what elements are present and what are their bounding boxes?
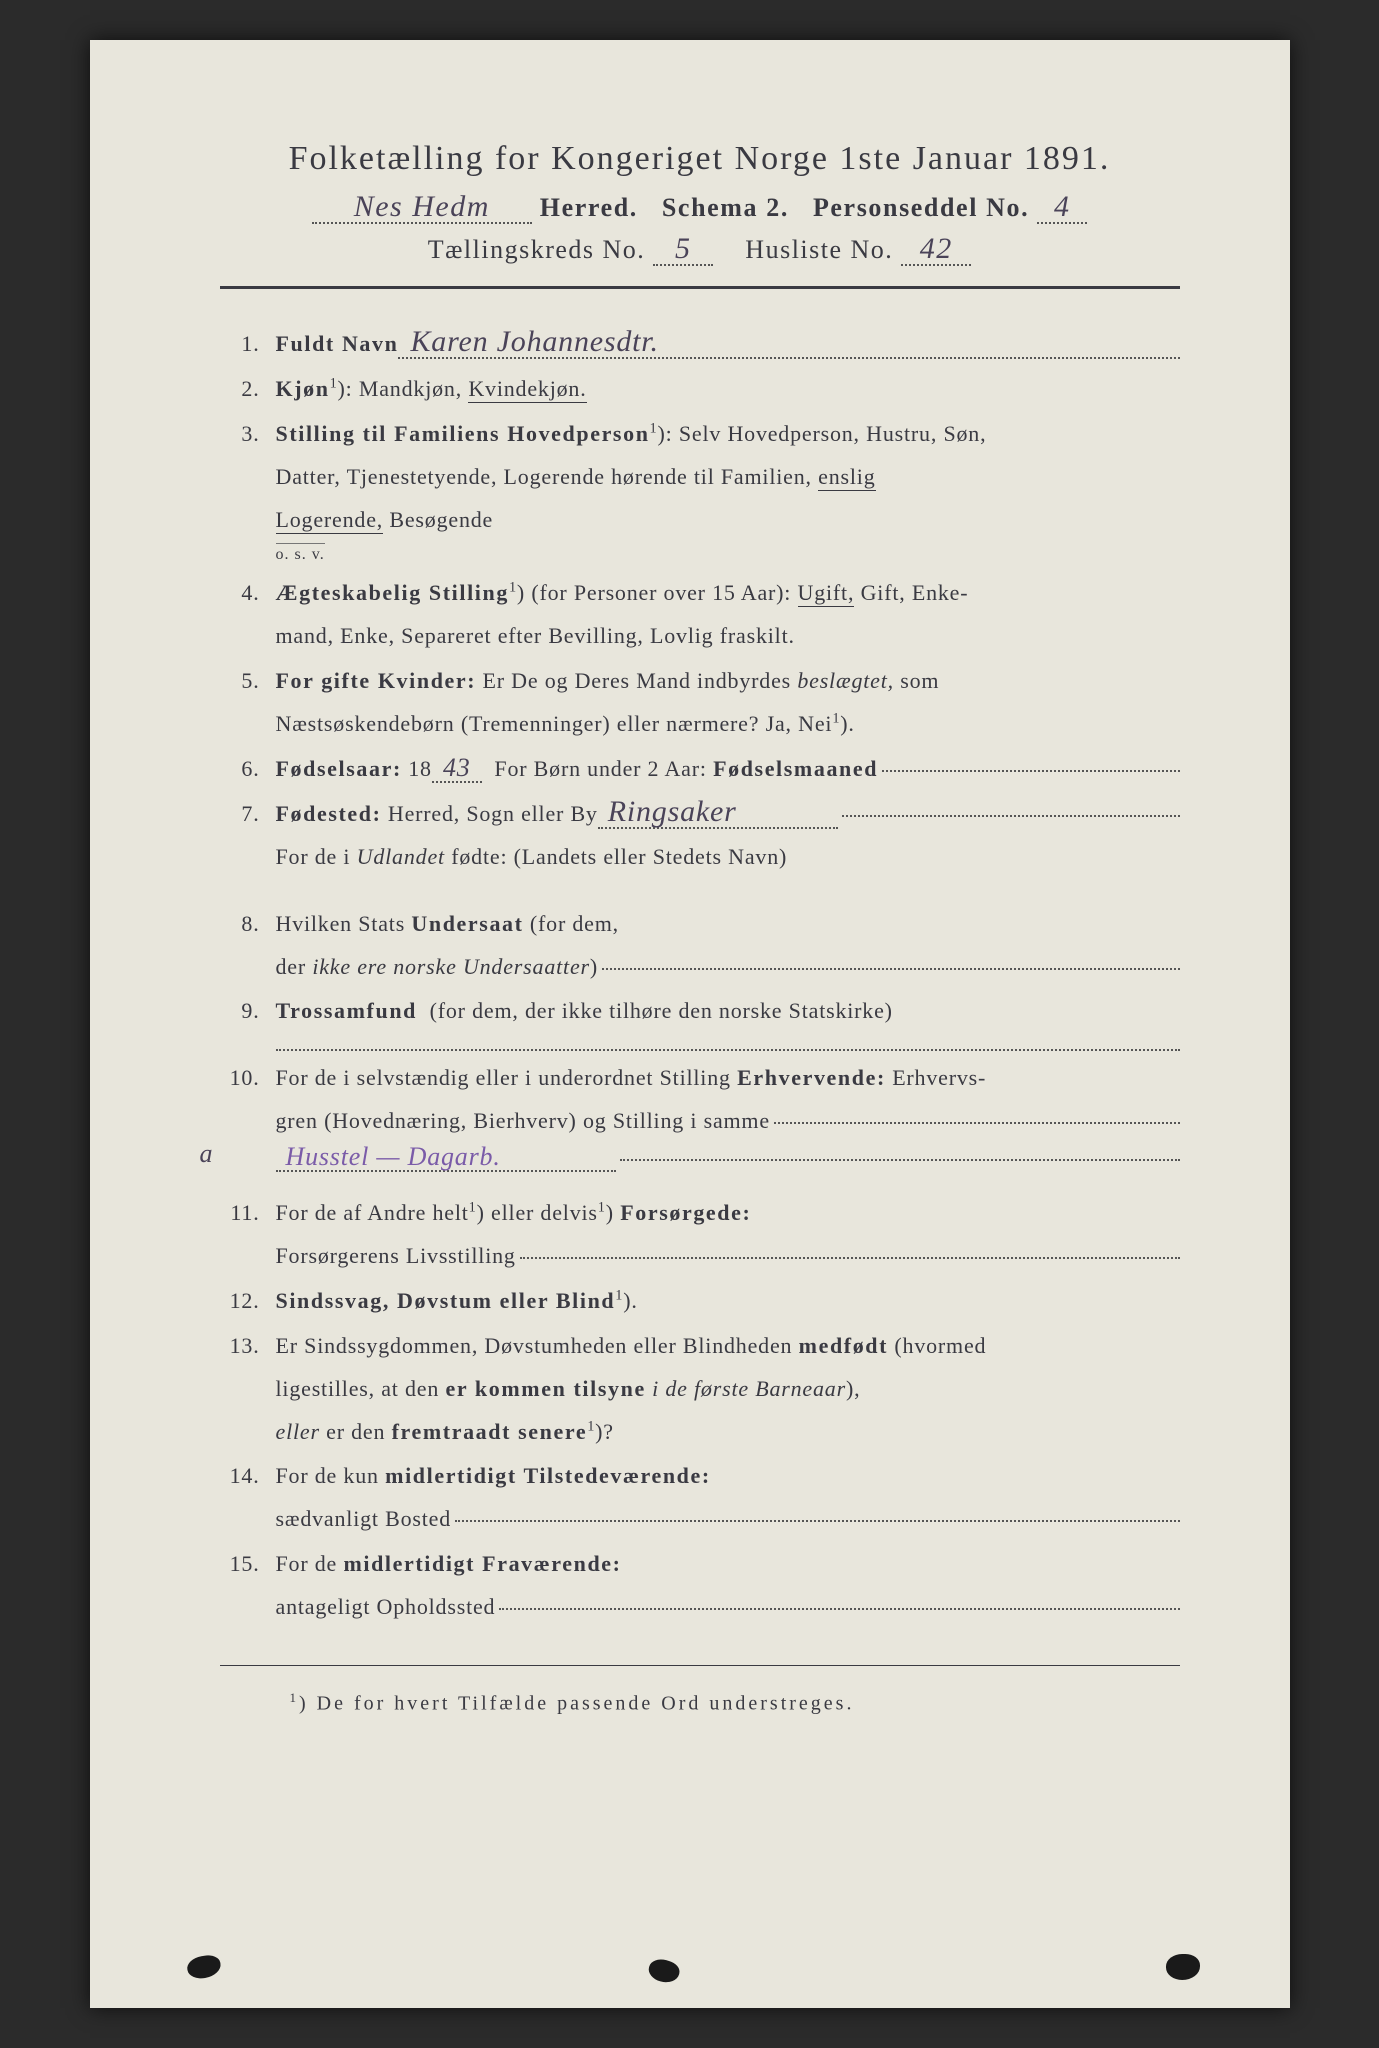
- header-line-2: Nes Hedm Herred. Schema 2. Personseddel …: [220, 192, 1180, 224]
- osv-label: o. s. v.: [276, 543, 325, 564]
- kreds-label: Tællingskreds No.: [428, 235, 646, 264]
- q9: 9. Trossamfund (for dem, der ikke tilhør…: [220, 990, 1180, 1055]
- header-block: Folketælling for Kongeriget Norge 1ste J…: [220, 140, 1180, 266]
- q4: 4. Ægteskabelig Stilling1) (for Personer…: [220, 572, 1180, 658]
- selected-ugift: Ugift,: [798, 580, 855, 607]
- selected-enslig: enslig: [818, 464, 875, 491]
- whereabouts-field: [499, 1588, 1179, 1610]
- birthplace-value: Ringsaker: [598, 797, 838, 829]
- q13: 13. Er Sindssygdommen, Døvstumheden elle…: [220, 1325, 1180, 1454]
- personseddel-label: Personseddel No.: [813, 193, 1029, 222]
- provider-field: [520, 1237, 1180, 1259]
- divider-bottom: [220, 1665, 1180, 1666]
- ink-blot-icon: [185, 1953, 222, 1981]
- herred-label: Herred.: [540, 193, 638, 222]
- q1: 1. Fuldt Navn Karen Johannesdtr.: [220, 323, 1180, 366]
- q5: 5. For gifte Kvinder: Er De og Deres Man…: [220, 660, 1180, 746]
- selected-logerende: Logerende,: [276, 507, 384, 534]
- divider-top: [220, 286, 1180, 289]
- husliste-value: 42: [901, 234, 971, 266]
- q7: 7. Fødested: Herred, Sogn eller By Rings…: [220, 793, 1180, 879]
- name-value: Karen Johannesdtr.: [398, 327, 1179, 359]
- q6: 6. Fødselsaar: 1843 For Børn under 2 Aar…: [220, 748, 1180, 791]
- q15: 15. For de midlertidigt Fraværende: anta…: [220, 1543, 1180, 1629]
- margin-note: a: [200, 1129, 214, 1180]
- herred-value: Nes Hedm: [312, 192, 532, 224]
- q10: 10. For de i selvstændig eller i underor…: [220, 1057, 1180, 1172]
- footnote: 1) De for hvert Tilfælde passende Ord un…: [220, 1690, 1180, 1716]
- q3: 3. Stilling til Familiens Hovedperson1):…: [220, 413, 1180, 542]
- document-page: Folketælling for Kongeriget Norge 1ste J…: [90, 40, 1290, 2008]
- main-title: Folketælling for Kongeriget Norge 1ste J…: [220, 140, 1180, 178]
- ink-blot-icon: [646, 1956, 681, 1985]
- q8: 8. Hvilken Stats Undersaat (for dem, der…: [220, 903, 1180, 989]
- schema-label: Schema 2.: [662, 193, 789, 222]
- kreds-value: 5: [653, 234, 713, 266]
- personseddel-value: 4: [1037, 192, 1087, 224]
- husliste-label: Husliste No.: [745, 235, 893, 264]
- birthmonth-field: [882, 750, 1179, 772]
- question-list: 1. Fuldt Navn Karen Johannesdtr. 2. Kjøn…: [220, 323, 1180, 1629]
- q11: 11. For de af Andre helt1) eller delvis1…: [220, 1192, 1180, 1278]
- q12: 12. Sindssvag, Døvstum eller Blind1).: [220, 1280, 1180, 1323]
- header-line-3: Tællingskreds No. 5 Husliste No. 42: [220, 234, 1180, 266]
- q2: 2. Kjøn1): Mandkjøn, Kvindekjøn.: [220, 368, 1180, 411]
- ink-blot-icon: [1166, 1954, 1200, 1980]
- selected-kvindekjon: Kvindekjøn.: [468, 376, 586, 403]
- birthyear-value: 43: [432, 755, 482, 783]
- religion-field: [276, 1029, 1180, 1051]
- q14: 14. For de kun midlertidigt Tilstedevære…: [220, 1455, 1180, 1541]
- residence-field: [455, 1500, 1179, 1522]
- occupation-value: Husstel — Dagarb.: [276, 1144, 616, 1172]
- citizenship-field: [602, 948, 1179, 970]
